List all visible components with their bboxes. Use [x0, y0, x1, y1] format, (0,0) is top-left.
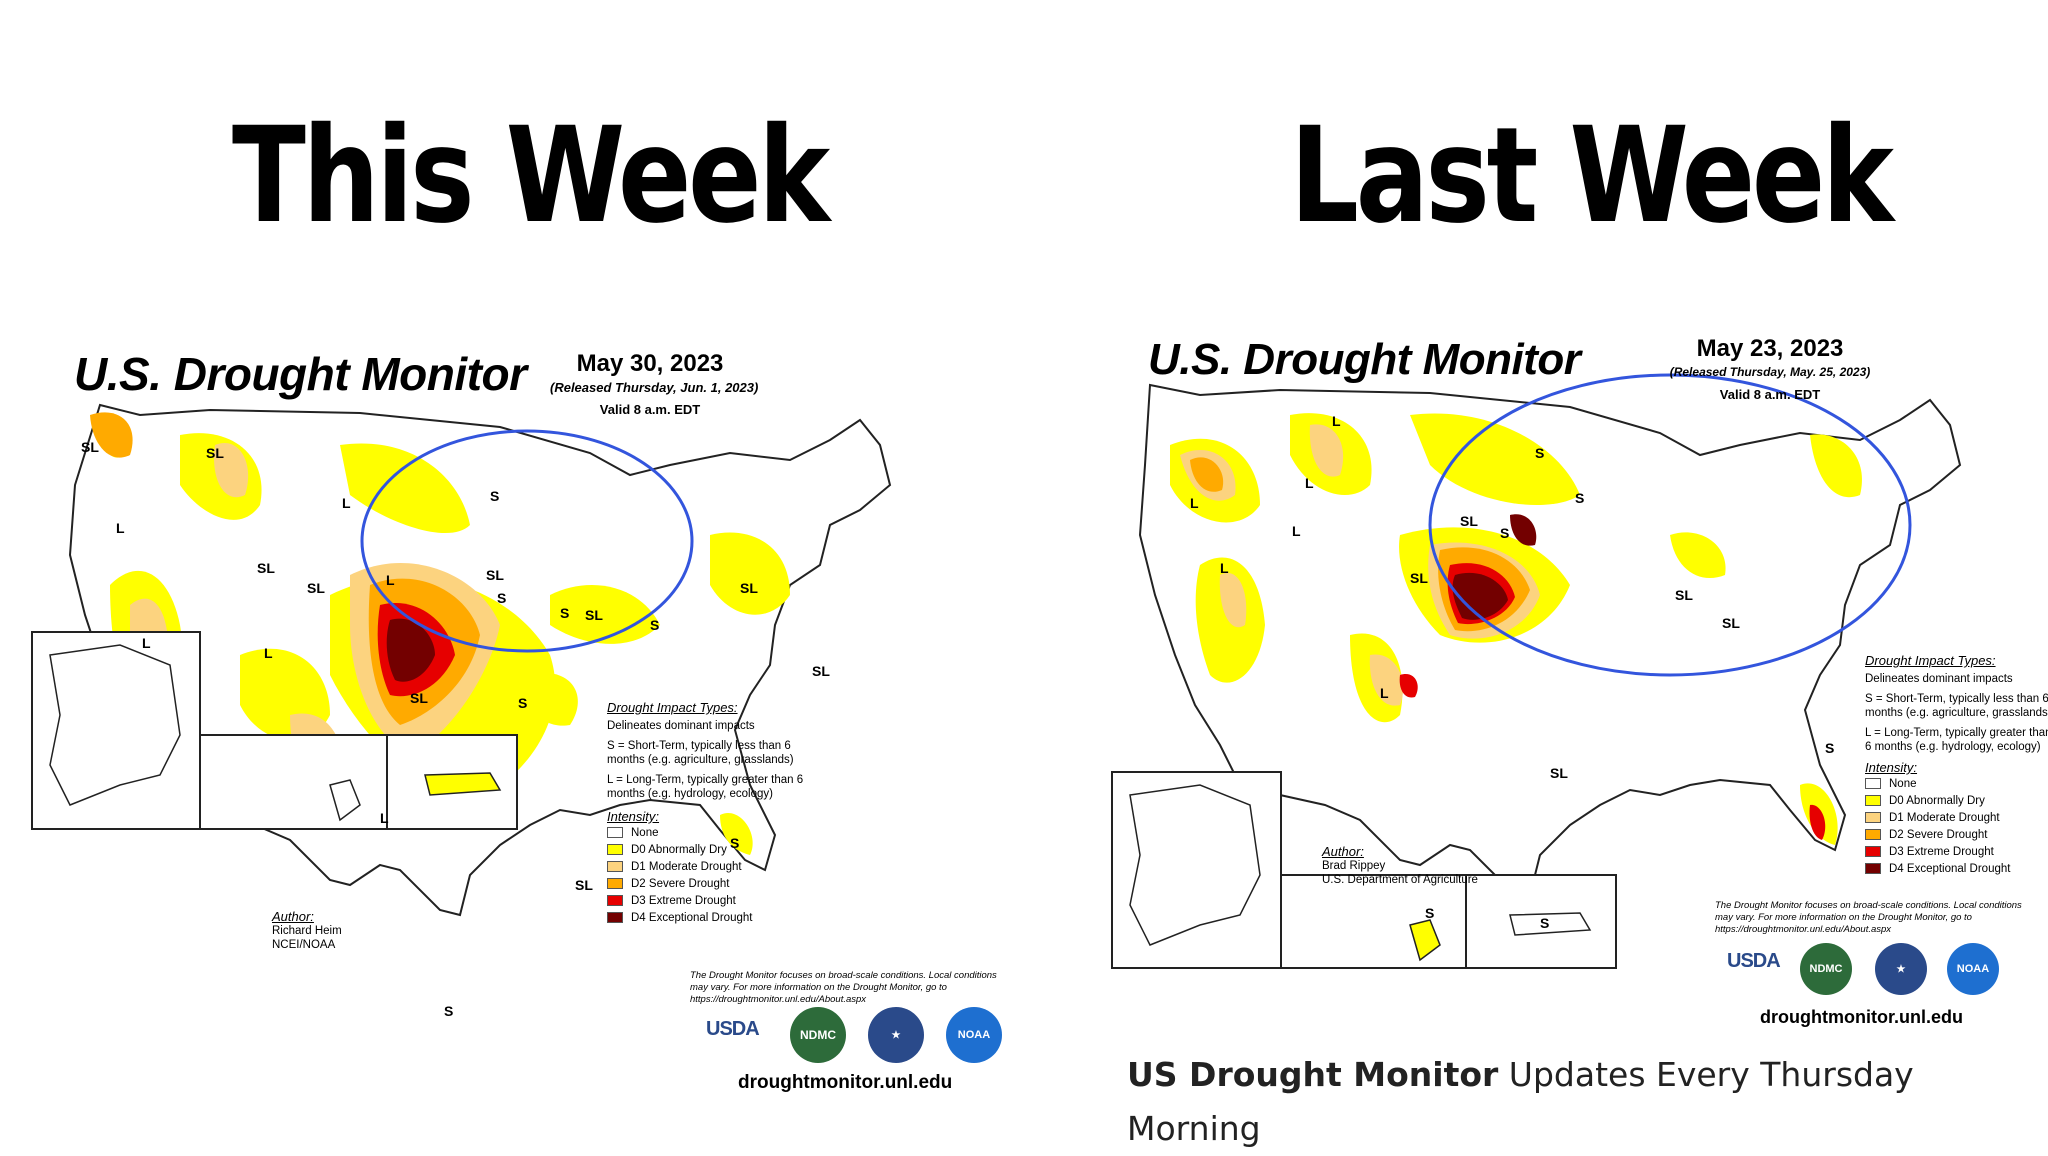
drought-map-last-week: U.S. Drought Monitor May 23, 2023 (Relea… [1110, 335, 2048, 1135]
hawaii-shape [329, 779, 361, 822]
alaska-shape [49, 644, 181, 806]
swatch-d3 [1865, 846, 1881, 857]
map-date: May 23, 2023 [1696, 335, 1844, 362]
alaska-shape [1129, 784, 1261, 946]
map-title: U.S. Drought Monitor [1148, 335, 1581, 384]
intensity-d2: D2 Severe Drought [631, 877, 730, 890]
swatch-d1 [1865, 812, 1881, 823]
swatch-d0 [607, 844, 623, 855]
legend: Drought Impact Types: Delineates dominan… [607, 700, 807, 926]
hawaii-shape [1409, 919, 1441, 962]
intensity-none: None [631, 826, 659, 839]
impact-heading: Drought Impact Types: [607, 700, 738, 715]
noaa-logo: NOAA [1947, 943, 1999, 995]
map-valid: Valid 8 a.m. EDT [599, 402, 701, 417]
swatch-d2 [607, 878, 623, 889]
author-org: NCEI/NOAA [272, 939, 336, 951]
noaa-logo: NOAA [946, 1007, 1002, 1063]
author-heading: Author: [1322, 844, 1364, 859]
swatch-none [607, 827, 623, 838]
about-note: The Drought Monitor focuses on broad-sca… [1715, 900, 2022, 935]
intensity-d4: D4 Exceptional Drought [631, 911, 753, 924]
map-released: (Released Thursday, May. 25, 2023) [1669, 365, 1871, 379]
heading-last-week: Last Week [1290, 99, 1894, 253]
highlight-ellipse [360, 429, 694, 653]
intensity-heading: Intensity: [1865, 760, 1918, 775]
map-released: (Released Thursday, Jun. 1, 2023) [550, 380, 759, 395]
author-block: Author: Richard Heim NCEI/NOAA [272, 910, 342, 952]
heading-this-week: This Week [232, 99, 830, 253]
drought-d4 [386, 618, 435, 682]
inset-hawaii [1280, 874, 1467, 969]
map-graphic [1111, 373, 1962, 969]
intensity-d1: D1 Moderate Drought [631, 860, 742, 873]
swatch-none [1865, 778, 1881, 789]
usda-logo: USDA [1727, 950, 1781, 972]
intensity-heading: Intensity: [607, 809, 660, 824]
map-graphic [31, 403, 892, 917]
highlight-ellipse [1428, 373, 1912, 677]
map-date: May 30, 2023 [576, 350, 724, 377]
map-valid: Valid 8 a.m. EDT [1719, 387, 1821, 402]
impact-line: Delineates dominant impacts [607, 720, 755, 732]
legend: Drought Impact Types: Delineates dominan… [1865, 653, 2048, 877]
intensity-d0: D0 Abnormally Dry [1889, 794, 1985, 807]
usda-logo: USDA [706, 1018, 760, 1040]
impact-short-term: S = Short-Term, typically less than 6 mo… [1865, 693, 2048, 719]
intensity-d1: D1 Moderate Drought [1889, 811, 2000, 824]
inset-hawaii [199, 734, 388, 830]
author-block: Author: Brad Rippey U.S. Department of A… [1322, 845, 1478, 887]
intensity-d0: D0 Abnormally Dry [631, 843, 727, 856]
puerto-rico-shape [1509, 912, 1592, 936]
swatch-d0 [1865, 795, 1881, 806]
caption-rest: Updates Every Thursday Morning [1127, 1055, 1914, 1148]
impact-long-term: L = Long-Term, typically greater than 6 … [1865, 727, 2048, 753]
about-note: The Drought Monitor focuses on broad-sca… [690, 970, 997, 1005]
commerce-seal-logo: ★ [1875, 943, 1927, 995]
swatch-d3 [607, 895, 623, 906]
ndmc-logo: NDMC [1800, 943, 1852, 995]
map-title: U.S. Drought Monitor [74, 348, 527, 400]
puerto-rico-shape [424, 772, 502, 796]
impact-heading: Drought Impact Types: [1865, 653, 1996, 668]
impact-long-term: L = Long-Term, typically greater than 6 … [607, 774, 804, 800]
caption-bold: US Drought Monitor [1127, 1055, 1499, 1094]
author-org: U.S. Department of Agriculture [1322, 874, 1478, 886]
drought-d4 [1452, 514, 1537, 620]
author-name: Richard Heim [272, 925, 342, 937]
ndmc-logo: NDMC [790, 1007, 846, 1063]
author-name: Brad Rippey [1322, 860, 1386, 872]
intensity-d2: D2 Severe Drought [1889, 828, 1988, 841]
impact-short-term: S = Short-Term, typically less than 6 mo… [607, 740, 794, 766]
caption: US Drought Monitor Updates Every Thursda… [1127, 1048, 1967, 1156]
site-url: droughtmonitor.unl.edu [738, 1072, 953, 1093]
swatch-d1 [607, 861, 623, 872]
drought-map-this-week: U.S. Drought Monitor May 30, 2023 (Relea… [30, 335, 1030, 1135]
swatch-d2 [1865, 829, 1881, 840]
intensity-none: None [1889, 777, 1917, 790]
swatch-d4 [1865, 863, 1881, 874]
impact-line: Delineates dominant impacts [1865, 673, 2013, 685]
intensity-d3: D3 Extreme Drought [1889, 845, 1994, 858]
intensity-d3: D3 Extreme Drought [631, 894, 736, 907]
swatch-d4 [607, 912, 623, 923]
intensity-d4: D4 Exceptional Drought [1889, 862, 2011, 875]
commerce-seal-logo: ★ [868, 1007, 924, 1063]
author-heading: Author: [272, 909, 314, 924]
site-url: droughtmonitor.unl.edu [1760, 1007, 1963, 1027]
